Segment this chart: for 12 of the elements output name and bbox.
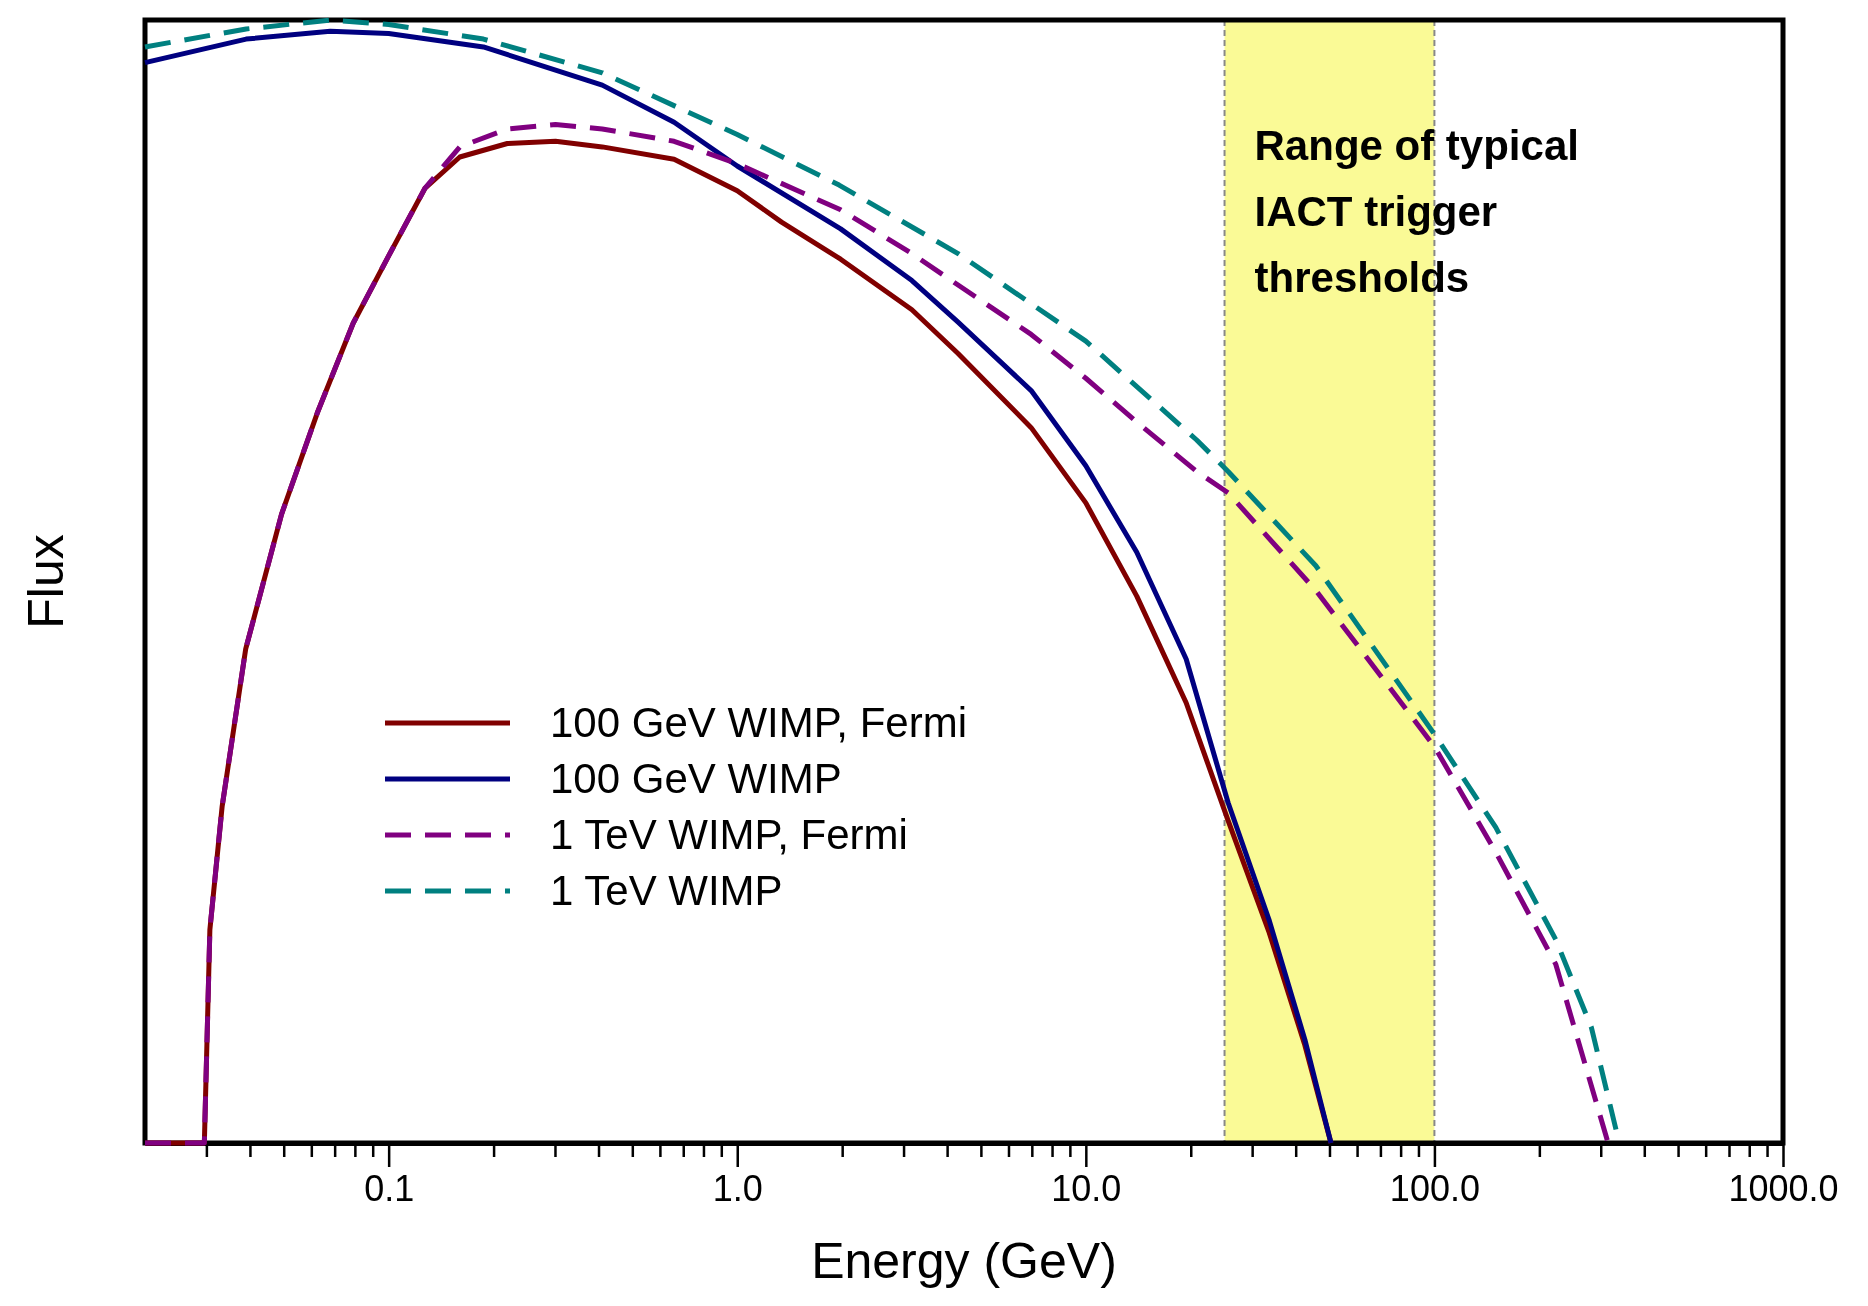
y-axis-title: Flux	[18, 534, 74, 629]
x-tick-label: 10.0	[1051, 1167, 1122, 1209]
x-tick-label: 1000.0	[1728, 1167, 1839, 1209]
x-axis-title: Energy (GeV)	[811, 1233, 1117, 1289]
x-tick-label: 100.0	[1389, 1167, 1480, 1209]
x-tick-label: 1.0	[712, 1167, 763, 1209]
x-tick-label: 0.1	[364, 1167, 415, 1209]
legend-label: 100 GeV WIMP, Fermi	[550, 699, 968, 746]
legend-label: 1 TeV WIMP	[550, 867, 783, 914]
band-label: Range of typical IACT trigger thresholds	[1254, 122, 1579, 301]
legend-label: 100 GeV WIMP	[550, 755, 842, 802]
legend-label: 1 TeV WIMP, Fermi	[550, 811, 908, 858]
